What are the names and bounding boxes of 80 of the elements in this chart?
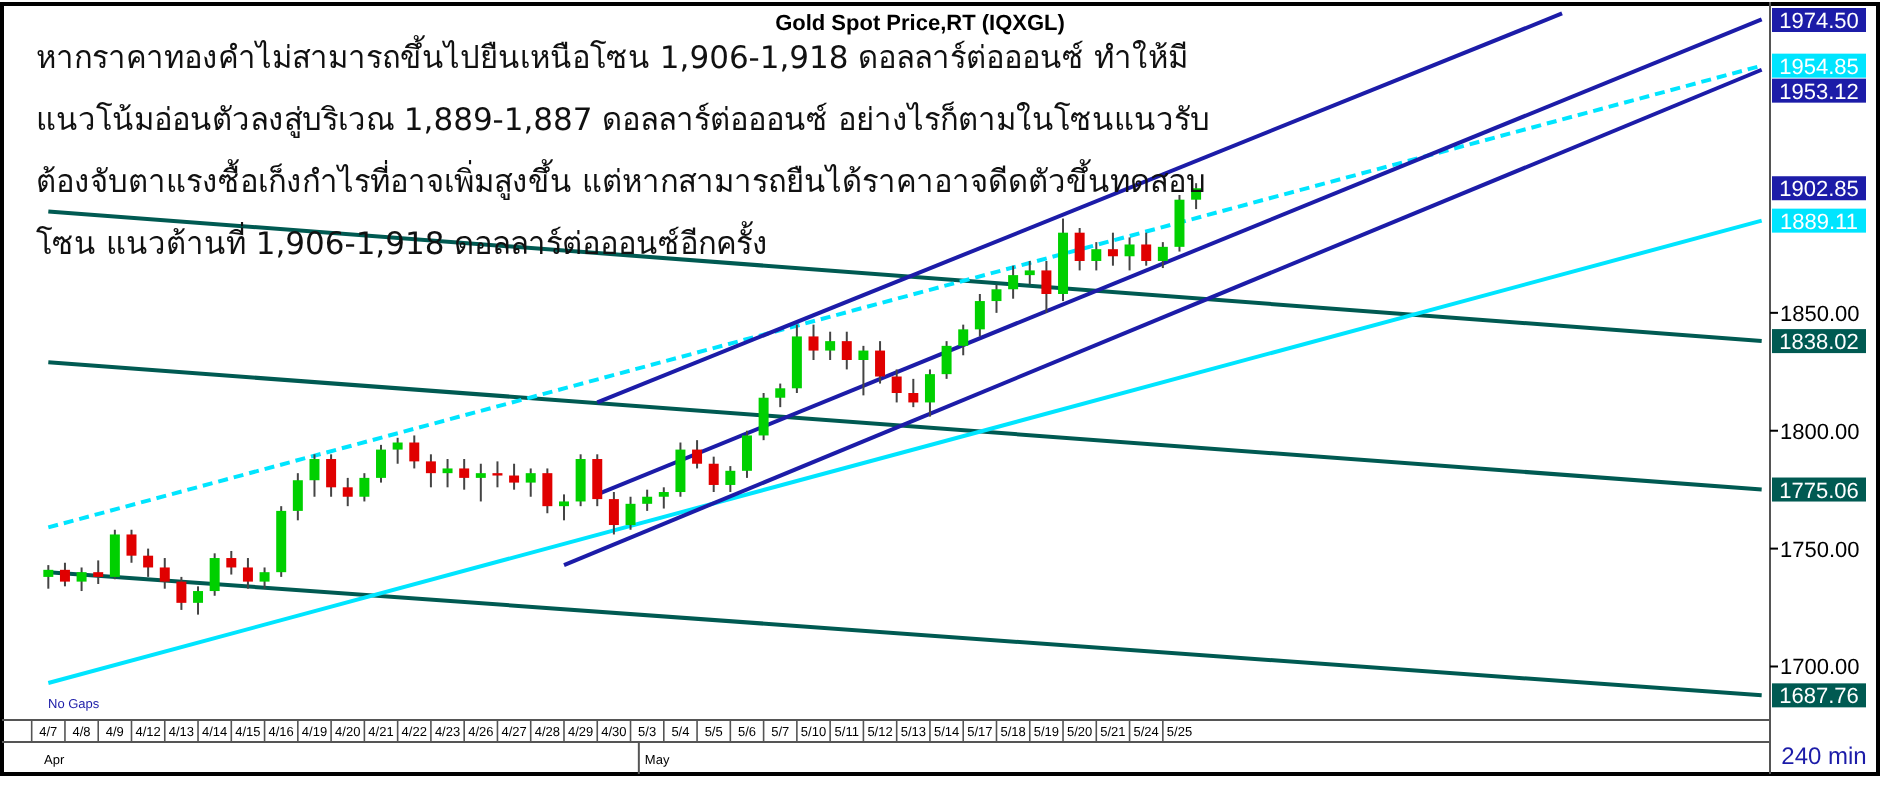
candlestick — [43, 564, 54, 590]
candlestick — [758, 392, 769, 442]
candlestick — [908, 377, 919, 409]
candlestick — [592, 453, 603, 508]
candlestick — [442, 458, 453, 489]
candlestick — [542, 467, 553, 515]
candlestick — [1008, 264, 1019, 300]
candlestick — [409, 434, 420, 470]
candlestick — [692, 439, 703, 470]
candlestick — [176, 575, 187, 611]
candlestick — [292, 472, 303, 522]
data-label: 1974.50 — [1779, 10, 1859, 34]
y-tick-label: 1750.00 — [1780, 538, 1860, 563]
candlestick — [1107, 231, 1118, 267]
candlestick — [242, 557, 253, 590]
candlestick — [1091, 241, 1102, 272]
candlestick — [475, 462, 486, 503]
candlestick — [1074, 226, 1085, 272]
candlestick — [725, 465, 736, 494]
candlestick — [1124, 236, 1135, 272]
text: 240 min — [1781, 742, 1867, 770]
chart-title: Gold Spot Price,RT (IQXGL) — [775, 12, 1066, 36]
candlestick — [1024, 259, 1035, 286]
candlestick — [974, 292, 985, 338]
candlestick — [159, 557, 170, 590]
candlestick — [226, 549, 237, 576]
candlestick — [741, 429, 752, 479]
candlestick — [991, 283, 1002, 314]
candlestick — [808, 323, 819, 361]
candlestick — [941, 340, 952, 380]
candlestick — [559, 493, 569, 522]
candlestick — [193, 585, 204, 616]
data-label: 1687.76 — [1779, 685, 1859, 710]
candlestick — [76, 566, 87, 593]
data-label: 1775.06 — [1779, 479, 1859, 504]
candlestick — [575, 453, 586, 508]
candlestick — [875, 340, 886, 385]
candlestick — [459, 458, 470, 491]
candlestick — [608, 491, 619, 536]
candlestick — [209, 552, 220, 597]
candlestick — [93, 559, 104, 585]
candlestick — [858, 344, 869, 397]
candlestick — [309, 453, 320, 498]
candlestick — [708, 455, 719, 494]
candlestick — [359, 472, 370, 503]
candlestick — [775, 382, 786, 409]
candlestick — [109, 528, 120, 581]
candlestick — [658, 486, 669, 510]
candlestick — [1174, 193, 1185, 253]
data-label: 1953.12 — [1779, 80, 1859, 105]
candlestick — [492, 460, 503, 489]
candlestick — [143, 547, 154, 578]
candlestick — [509, 462, 520, 491]
candlestick — [825, 330, 836, 361]
candlestick — [675, 441, 686, 498]
data-label: 1889.11 — [1780, 210, 1858, 235]
candlestick — [126, 528, 137, 564]
candlestick — [525, 467, 536, 498]
candlestick — [891, 368, 902, 404]
candlestick — [59, 561, 70, 588]
candlestick — [425, 453, 436, 489]
candlestick — [924, 368, 935, 418]
candlestick — [958, 323, 969, 357]
candlestick — [1157, 241, 1168, 270]
data-label: 1954.85 — [1779, 55, 1859, 80]
candlestick — [642, 488, 653, 512]
candlestick — [392, 436, 403, 465]
text: 1902.85 — [1779, 178, 1859, 203]
candlestick — [841, 330, 852, 371]
candlestick — [1041, 259, 1052, 314]
candlestick — [326, 453, 337, 498]
y-tick-label: 1700.00 — [1780, 656, 1860, 681]
y-tick-label: 1800.00 — [1780, 420, 1860, 445]
data-label: 1838.02 — [1779, 331, 1859, 356]
candlestick — [625, 495, 636, 531]
candlestick — [1141, 231, 1152, 267]
y-tick-label: 1850.00 — [1780, 302, 1860, 327]
candlestick — [342, 476, 353, 508]
candlestick — [376, 443, 386, 484]
candlestick — [259, 566, 270, 590]
